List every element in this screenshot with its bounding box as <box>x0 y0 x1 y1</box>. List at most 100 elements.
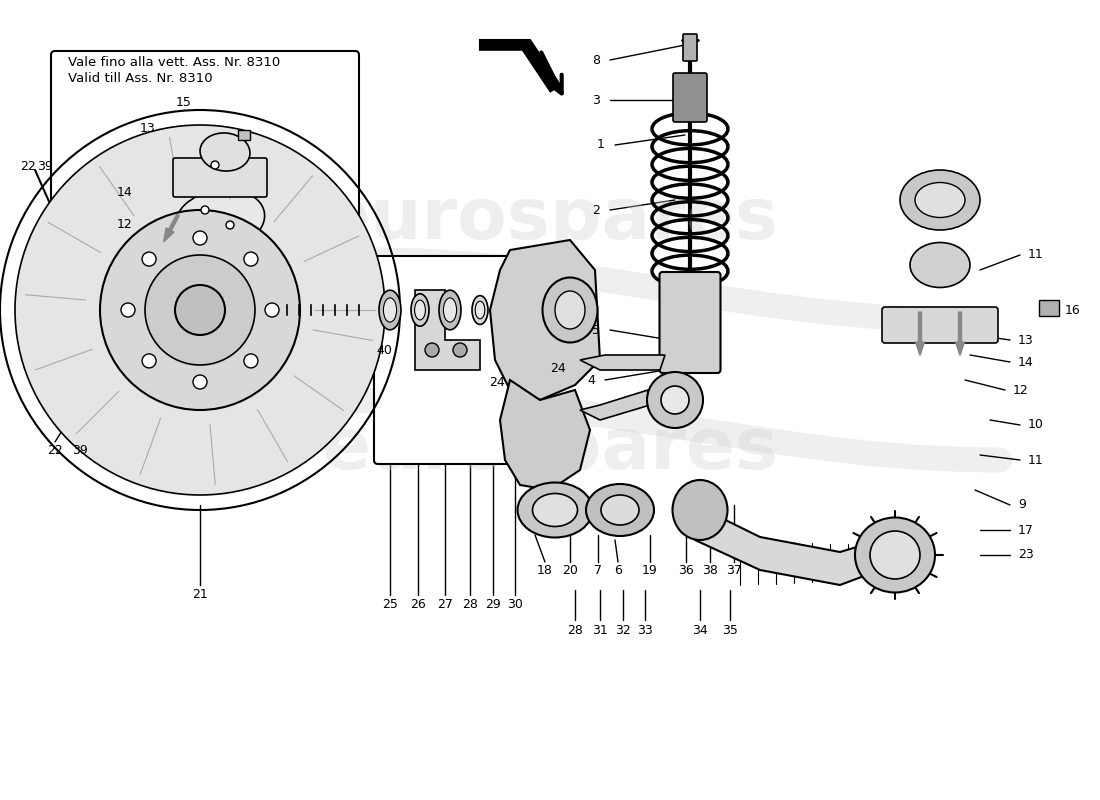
Circle shape <box>425 343 439 357</box>
Ellipse shape <box>475 301 485 318</box>
Circle shape <box>244 252 257 266</box>
Text: 16: 16 <box>1065 303 1080 317</box>
Text: eurospares: eurospares <box>321 186 779 254</box>
Text: 24: 24 <box>550 362 565 374</box>
Circle shape <box>142 354 156 368</box>
Polygon shape <box>480 40 560 95</box>
Text: 32: 32 <box>615 623 631 637</box>
FancyBboxPatch shape <box>1040 300 1059 316</box>
Text: 5: 5 <box>592 323 600 337</box>
Circle shape <box>244 354 257 368</box>
Circle shape <box>211 161 219 169</box>
FancyArrow shape <box>915 312 924 355</box>
Text: 8: 8 <box>592 54 600 66</box>
FancyBboxPatch shape <box>173 158 267 197</box>
Text: 6: 6 <box>614 563 622 577</box>
Ellipse shape <box>915 182 965 218</box>
Circle shape <box>142 252 156 266</box>
Polygon shape <box>695 505 880 585</box>
Text: 31: 31 <box>592 623 608 637</box>
Circle shape <box>192 375 207 389</box>
Text: 26: 26 <box>410 598 426 611</box>
Ellipse shape <box>601 495 639 525</box>
Text: Valid till Ass. Nr. 8310: Valid till Ass. Nr. 8310 <box>68 71 212 85</box>
Circle shape <box>226 221 234 229</box>
Ellipse shape <box>532 494 578 526</box>
Text: 24: 24 <box>490 375 505 389</box>
Polygon shape <box>490 240 600 400</box>
Circle shape <box>175 285 226 335</box>
Text: 3: 3 <box>592 94 600 106</box>
Circle shape <box>453 343 468 357</box>
Ellipse shape <box>443 298 456 322</box>
Circle shape <box>265 303 279 317</box>
Text: 17: 17 <box>1018 523 1034 537</box>
FancyArrow shape <box>164 214 179 242</box>
Text: 38: 38 <box>702 563 718 577</box>
Text: eurospares: eurospares <box>321 415 779 485</box>
FancyBboxPatch shape <box>882 307 998 343</box>
Text: 22: 22 <box>47 443 63 457</box>
Bar <box>238 130 250 140</box>
Text: 2: 2 <box>592 203 600 217</box>
Polygon shape <box>500 380 590 490</box>
Ellipse shape <box>175 190 265 250</box>
Text: 27: 27 <box>437 598 453 611</box>
Text: 14: 14 <box>117 186 132 198</box>
FancyBboxPatch shape <box>683 34 697 61</box>
Text: 14: 14 <box>1018 355 1034 369</box>
FancyBboxPatch shape <box>51 51 359 294</box>
FancyBboxPatch shape <box>660 272 720 373</box>
Text: 29: 29 <box>485 598 501 611</box>
Polygon shape <box>474 51 551 104</box>
Polygon shape <box>580 355 666 370</box>
Text: 39: 39 <box>73 443 88 457</box>
FancyBboxPatch shape <box>673 73 707 122</box>
Circle shape <box>661 386 689 414</box>
Text: 28: 28 <box>462 598 477 611</box>
Ellipse shape <box>415 300 426 320</box>
Text: 40: 40 <box>376 343 392 357</box>
FancyArrow shape <box>956 312 965 355</box>
Text: 12: 12 <box>1013 383 1028 397</box>
Ellipse shape <box>472 295 488 325</box>
Text: 1: 1 <box>597 138 605 151</box>
Ellipse shape <box>200 133 250 171</box>
Text: 13: 13 <box>1018 334 1034 346</box>
Text: 23: 23 <box>1018 549 1034 562</box>
Text: 33: 33 <box>637 623 653 637</box>
Ellipse shape <box>379 290 401 330</box>
Circle shape <box>145 255 255 365</box>
FancyBboxPatch shape <box>374 256 542 464</box>
Ellipse shape <box>384 298 397 322</box>
Ellipse shape <box>411 294 429 326</box>
Ellipse shape <box>586 484 654 536</box>
Ellipse shape <box>855 518 935 593</box>
Ellipse shape <box>542 278 597 342</box>
Circle shape <box>121 303 135 317</box>
Circle shape <box>100 210 300 410</box>
Text: 19: 19 <box>642 563 658 577</box>
Text: Vale fino alla vett. Ass. Nr. 8310: Vale fino alla vett. Ass. Nr. 8310 <box>68 55 280 69</box>
Text: 10: 10 <box>1028 418 1044 431</box>
Ellipse shape <box>517 482 593 538</box>
Circle shape <box>192 231 207 245</box>
Polygon shape <box>415 290 480 370</box>
Text: 36: 36 <box>678 563 694 577</box>
Text: 4: 4 <box>587 374 595 386</box>
Ellipse shape <box>910 242 970 287</box>
Text: 12: 12 <box>117 218 132 231</box>
Text: 15: 15 <box>176 95 192 109</box>
Circle shape <box>15 125 385 495</box>
Text: 30: 30 <box>507 598 522 611</box>
Ellipse shape <box>870 531 920 579</box>
Circle shape <box>201 206 209 214</box>
Polygon shape <box>580 390 650 420</box>
Text: 22: 22 <box>20 161 36 174</box>
Text: 11: 11 <box>1028 249 1044 262</box>
Text: 28: 28 <box>568 623 583 637</box>
Text: 7: 7 <box>594 563 602 577</box>
Text: 9: 9 <box>1018 498 1026 511</box>
Text: 18: 18 <box>537 563 553 577</box>
Ellipse shape <box>439 290 461 330</box>
